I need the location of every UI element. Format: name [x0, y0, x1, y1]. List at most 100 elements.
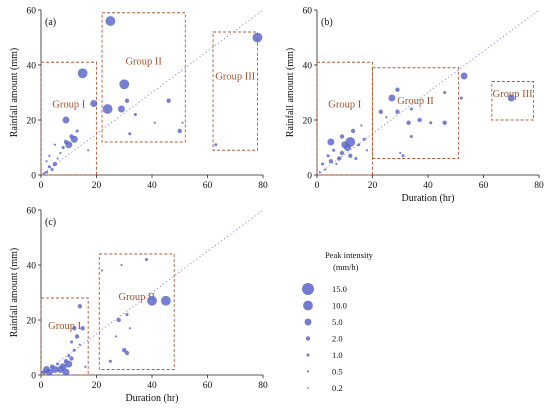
- y-tick-label: 20: [27, 116, 37, 126]
- x-tick-label: 20: [92, 381, 102, 391]
- x-axis-title: Duration (hr): [125, 393, 178, 404]
- data-point: [50, 167, 54, 172]
- y-tick-label: 0: [307, 171, 312, 181]
- data-point: [401, 154, 405, 158]
- y-axis-title: Rainfall amount (mm): [9, 48, 20, 137]
- data-point: [321, 162, 325, 166]
- data-point: [124, 98, 130, 103]
- data-point: [133, 112, 137, 117]
- data-point: [119, 79, 130, 90]
- panel-label: (c): [45, 217, 56, 228]
- data-point: [62, 368, 70, 376]
- data-point: [252, 32, 263, 43]
- data-point: [365, 149, 369, 152]
- data-point: [45, 368, 53, 376]
- y-tick-label: 40: [27, 261, 37, 271]
- group-label: Group I: [52, 99, 85, 110]
- y-tick-label: 40: [303, 61, 313, 71]
- group-box: [372, 67, 459, 159]
- x-axis-title: Duration (hr): [401, 193, 454, 204]
- data-point: [339, 134, 345, 139]
- legend-label: 5.0: [332, 317, 343, 327]
- data-point: [72, 348, 76, 352]
- y-tick-label: 60: [27, 6, 37, 16]
- data-point: [125, 312, 129, 317]
- data-point: [442, 120, 447, 125]
- group-label: Group I: [328, 99, 361, 110]
- group-box: [40, 297, 89, 376]
- data-point: [357, 143, 361, 147]
- data-point: [409, 107, 413, 111]
- data-point: [395, 87, 400, 92]
- data-point: [59, 363, 67, 371]
- group-label: Group I: [48, 321, 81, 332]
- data-point: [124, 350, 130, 356]
- data-point: [324, 168, 327, 171]
- data-point: [429, 121, 433, 125]
- data-point: [75, 129, 79, 133]
- data-point: [65, 141, 73, 149]
- legend-marker: [303, 300, 313, 311]
- data-point: [339, 150, 345, 156]
- y-tick-label: 20: [303, 116, 313, 126]
- data-point: [47, 165, 51, 169]
- data-point: [332, 148, 336, 152]
- data-point: [77, 68, 88, 79]
- data-point: [53, 143, 56, 146]
- y-tick-label: 0: [31, 171, 36, 181]
- data-point: [45, 160, 48, 163]
- panels: 0 20 40 60 80 0 20 40 60 Rainfall amount (mm) (a) G…: [9, 6, 544, 404]
- data-point: [128, 327, 131, 330]
- data-point: [354, 156, 358, 161]
- x-tick-label: 0: [315, 181, 320, 191]
- data-point: [52, 161, 58, 167]
- legend-marker: [306, 370, 310, 373]
- data-point: [417, 117, 422, 123]
- legend-marker: [305, 336, 311, 341]
- data-point: [65, 360, 73, 368]
- data-point: [144, 257, 148, 262]
- scatter-panel: 0 20 40 60 80 0 20 40 60 Rainfall amount (mm) Dura…: [9, 206, 268, 404]
- legend-label: 1.0: [332, 350, 343, 360]
- x-tick-label: 0: [39, 381, 44, 391]
- data-point: [406, 120, 411, 125]
- data-point: [409, 134, 413, 139]
- data-point: [114, 335, 118, 338]
- data-point: [181, 121, 184, 124]
- data-point: [90, 100, 98, 107]
- x-tick-label: 40: [147, 181, 157, 191]
- data-point: [48, 154, 51, 157]
- group-label: Group III: [215, 71, 255, 82]
- data-point: [105, 16, 116, 26]
- x-tick-label: 40: [147, 381, 157, 391]
- group-label: Group II: [397, 96, 434, 107]
- data-point: [337, 156, 342, 161]
- legend-label: 0.5: [332, 367, 343, 377]
- data-point: [460, 72, 468, 80]
- x-tick-label: 20: [368, 181, 378, 191]
- group-label: Group II: [125, 56, 162, 67]
- data-point: [62, 116, 70, 124]
- x-tick-label: 0: [39, 181, 44, 191]
- group-box: [98, 253, 175, 370]
- data-point: [87, 149, 90, 152]
- legend-label: 15.0: [332, 284, 347, 294]
- group-box: [316, 61, 373, 176]
- panel-label: (b): [321, 17, 333, 28]
- data-point: [100, 269, 104, 272]
- data-point: [507, 94, 515, 102]
- data-point: [395, 109, 400, 114]
- data-point: [335, 162, 338, 166]
- y-tick-label: 20: [27, 316, 37, 326]
- data-point: [362, 137, 366, 141]
- x-tick-label: 60: [479, 181, 489, 191]
- x-tick-label: 80: [534, 181, 544, 191]
- y-axis-title: Rainfall amount (mm): [285, 48, 296, 137]
- data-point: [56, 362, 60, 366]
- x-tick-label: 80: [258, 381, 268, 391]
- data-point: [399, 151, 402, 155]
- data-point: [118, 105, 125, 113]
- data-point: [348, 153, 353, 158]
- legend-title-line2: (mm/h): [333, 262, 359, 272]
- data-point: [345, 137, 356, 147]
